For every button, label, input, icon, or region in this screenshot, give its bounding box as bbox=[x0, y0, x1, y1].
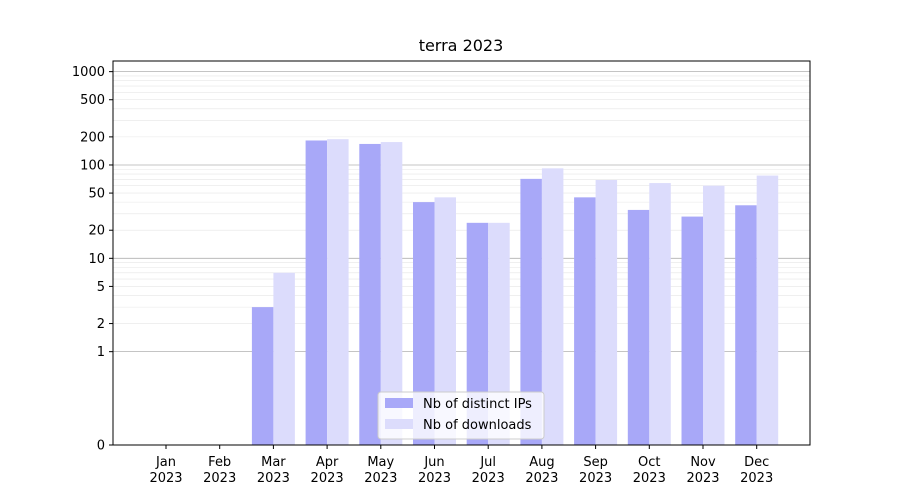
y-tick-label: 500 bbox=[80, 93, 105, 108]
x-tick-label-month: Jul bbox=[479, 455, 496, 470]
x-tick-label-month: Dec bbox=[744, 455, 769, 470]
y-axis: 0 1 2 5 10 20 50 100 200 500 1000 bbox=[72, 65, 113, 454]
bar-distinct-ips-nov bbox=[681, 216, 703, 445]
x-tick-label-year: 2023 bbox=[525, 471, 558, 486]
y-tick-label: 20 bbox=[88, 224, 105, 239]
legend-swatch-distinct-ips bbox=[385, 398, 413, 408]
x-tick-label-year: 2023 bbox=[418, 471, 451, 486]
legend-box bbox=[377, 391, 545, 440]
y-tick-label: 0 bbox=[97, 439, 105, 454]
legend-label-distinct-ips: Nb of distinct IPs bbox=[423, 397, 532, 412]
x-tick-label-month: Aug bbox=[529, 455, 554, 470]
bar-downloads-sep bbox=[595, 180, 618, 445]
x-tick-label-year: 2023 bbox=[740, 471, 773, 486]
bar-distinct-ips-aug bbox=[520, 178, 542, 445]
x-tick-label-year: 2023 bbox=[579, 471, 612, 486]
x-tick-label-year: 2023 bbox=[364, 471, 397, 486]
bar-distinct-ips-jul bbox=[466, 222, 489, 445]
bar-distinct-ips-oct bbox=[627, 209, 650, 445]
bar-downloads-may bbox=[380, 142, 403, 445]
bar-downloads-dec bbox=[756, 175, 779, 445]
chart-title: terra 2023 bbox=[419, 36, 504, 55]
bar-downloads-jul bbox=[488, 222, 510, 445]
bar-downloads-jun bbox=[434, 197, 456, 445]
x-tick-label-month: Apr bbox=[316, 455, 339, 470]
x-tick-label-month: Jun bbox=[423, 455, 444, 470]
x-axis: Jan2023Feb2023Mar2023Apr2023May2023Jun20… bbox=[149, 445, 773, 486]
bar-downloads-aug bbox=[541, 168, 564, 445]
bar-downloads-oct bbox=[649, 183, 671, 446]
x-tick-label-month: Nov bbox=[690, 455, 716, 470]
bar-downloads-mar bbox=[273, 272, 295, 445]
y-tick-label: 5 bbox=[97, 280, 105, 295]
legend: Nb of distinct IPs Nb of downloads bbox=[377, 391, 545, 440]
x-tick-label-year: 2023 bbox=[311, 471, 344, 486]
bar-distinct-ips-sep bbox=[574, 197, 596, 445]
y-tick-label: 1 bbox=[97, 345, 105, 360]
y-tick-label: 100 bbox=[80, 158, 105, 173]
x-tick-label-year: 2023 bbox=[203, 471, 236, 486]
bar-downloads-apr bbox=[327, 139, 349, 445]
x-tick-label-year: 2023 bbox=[472, 471, 505, 486]
x-tick-label-year: 2023 bbox=[149, 471, 182, 486]
x-tick-label-month: Mar bbox=[261, 455, 286, 470]
x-tick-label-year: 2023 bbox=[257, 471, 290, 486]
bar-downloads-nov bbox=[703, 185, 725, 445]
x-tick-label-month: Sep bbox=[583, 455, 608, 470]
x-tick-label-month: May bbox=[367, 455, 394, 470]
y-tick-label: 10 bbox=[88, 252, 105, 267]
x-tick-label-month: Oct bbox=[638, 455, 660, 470]
bar-distinct-ips-mar bbox=[251, 307, 274, 445]
bars bbox=[251, 139, 779, 446]
bar-distinct-ips-apr bbox=[305, 140, 328, 445]
x-tick-label-year: 2023 bbox=[633, 471, 666, 486]
y-tick-label: 50 bbox=[88, 187, 105, 202]
y-tick-label: 1000 bbox=[72, 65, 105, 80]
legend-label-downloads: Nb of downloads bbox=[423, 418, 532, 433]
bar-distinct-ips-jun bbox=[413, 202, 435, 445]
bar-distinct-ips-may bbox=[359, 143, 381, 445]
legend-swatch-downloads bbox=[385, 419, 413, 429]
plot-frame bbox=[112, 60, 811, 446]
bar-distinct-ips-dec bbox=[735, 205, 757, 445]
y-tick-label: 2 bbox=[97, 317, 105, 332]
x-tick-label-year: 2023 bbox=[686, 471, 719, 486]
y-tick-label: 200 bbox=[80, 130, 105, 145]
grid-lines bbox=[113, 71, 810, 353]
x-tick-label-month: Jan bbox=[155, 455, 176, 470]
x-tick-label-month: Feb bbox=[208, 455, 231, 470]
